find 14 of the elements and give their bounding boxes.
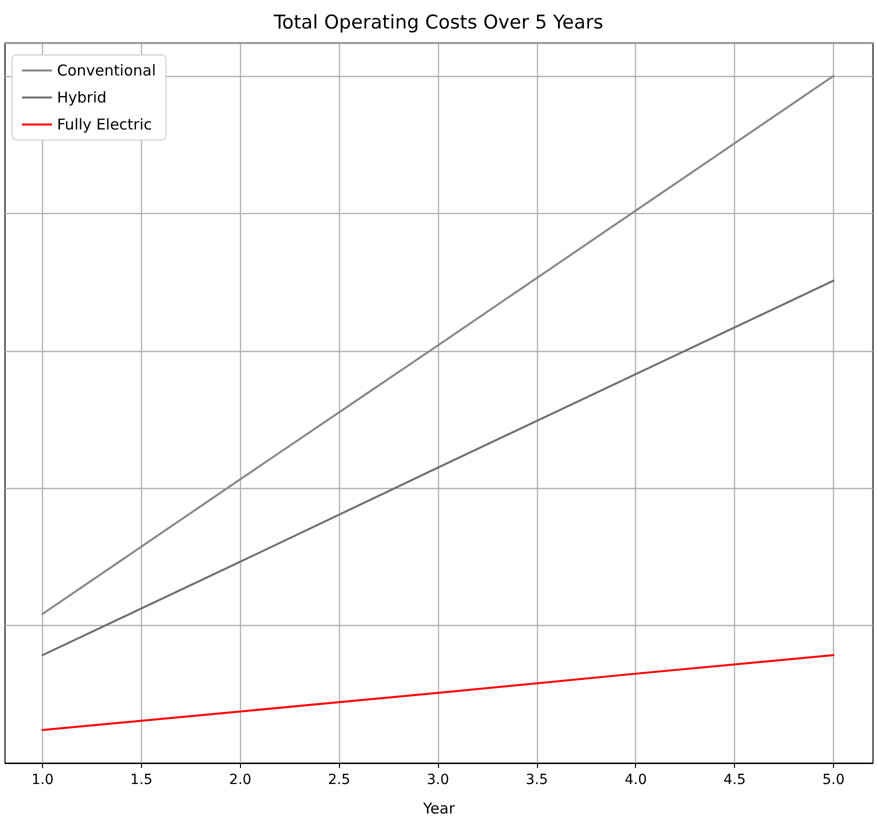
chart-title: Total Operating Costs Over 5 Years [272,12,604,34]
x-tick-label: 5.0 [822,772,845,788]
x-axis-title: Year [422,800,456,818]
legend-label: Hybrid [57,88,107,106]
legend-label: Conventional [57,62,156,80]
x-tick-label: 1.5 [130,772,153,788]
legend-label: Fully Electric [57,116,152,134]
x-tick-label: 4.0 [624,772,647,788]
x-tick-label: 4.5 [723,772,746,788]
x-tick-label: 3.0 [426,772,450,788]
x-tick-label: 1.0 [31,772,54,788]
x-tick-label: 3.5 [526,772,548,788]
x-tick-label: 2.5 [328,772,350,788]
x-tick-label: 2.0 [229,772,252,788]
